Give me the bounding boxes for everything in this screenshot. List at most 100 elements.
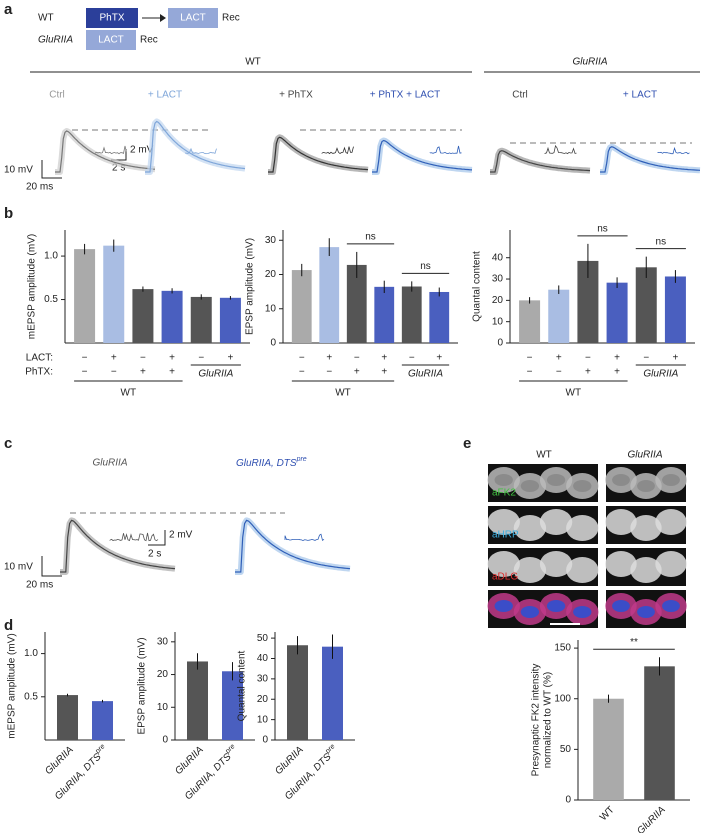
sign: − — [82, 367, 88, 378]
bouton — [487, 509, 520, 535]
sign: + — [614, 353, 620, 364]
trace — [268, 136, 369, 173]
sign: + — [140, 367, 146, 378]
bouton — [487, 551, 520, 577]
y-tick-label: 150 — [554, 643, 571, 654]
y-tick-label: 30 — [157, 636, 169, 647]
rec-label: Rec — [140, 35, 158, 46]
box-label: LACT — [180, 13, 206, 24]
bouton — [630, 557, 662, 583]
sign: − — [198, 353, 204, 364]
trace — [490, 150, 591, 173]
condition: + LACT — [148, 90, 182, 101]
stain-label: aHRP — [492, 530, 519, 541]
scale-label: 20 ms — [26, 580, 53, 591]
bouton-core — [546, 474, 566, 486]
bar — [287, 645, 308, 740]
y-tick-label: 20 — [157, 669, 169, 680]
sign: + — [436, 353, 442, 364]
genotype: GluRIIA — [38, 35, 73, 46]
bouton-core — [612, 474, 630, 486]
sign: − — [527, 353, 533, 364]
sign: + — [169, 353, 175, 364]
bar — [219, 297, 241, 343]
bouton-core — [637, 480, 655, 492]
scale-label: 10 mV — [4, 562, 33, 573]
sign: + — [354, 367, 360, 378]
column-label: WT — [536, 450, 552, 461]
y-tick-label: 20 — [257, 694, 269, 705]
x-tick-label: WT — [598, 804, 617, 823]
category: GluRIIA — [273, 744, 306, 777]
bar — [291, 270, 312, 343]
scale-label: 2 mV — [169, 530, 193, 541]
group-label: WT — [566, 388, 582, 399]
bar — [401, 286, 422, 343]
bouton-core — [637, 606, 655, 618]
bar — [346, 264, 367, 343]
trace-label: GluRIIA — [92, 458, 127, 469]
bouton — [655, 509, 687, 535]
category: GluRIIA — [43, 744, 76, 777]
trace-label-sup: pre — [296, 456, 307, 463]
trace-band — [233, 517, 352, 575]
sign: − — [643, 353, 649, 364]
bouton — [630, 515, 662, 541]
bar — [92, 701, 113, 740]
y-tick-label: 30 — [265, 235, 277, 246]
inset-trace — [109, 532, 159, 542]
y-tick-label: 30 — [492, 274, 504, 285]
y-tick-label: 50 — [257, 633, 269, 644]
inset-trace — [321, 146, 354, 155]
bar — [577, 260, 599, 343]
scale-bar — [41, 556, 62, 577]
y-axis-label: mEPSP amplitude (mV) — [27, 234, 38, 339]
sign: − — [585, 353, 591, 364]
condition: Ctrl — [512, 90, 528, 101]
scale-label: 20 ms — [26, 182, 53, 193]
trace-label: GluRIIA, DTSpre — [236, 456, 307, 469]
sign: + — [672, 353, 678, 364]
bar — [319, 247, 340, 343]
bar — [635, 267, 657, 343]
inset-trace — [657, 146, 690, 155]
bouton-core — [573, 606, 592, 618]
scale-bar — [148, 530, 166, 546]
bar — [74, 249, 96, 343]
y-tick-label: 0.5 — [44, 294, 58, 305]
box-label: PhTX — [99, 13, 124, 24]
genotype: WT — [38, 13, 54, 24]
stain-label: aDLG — [492, 572, 518, 583]
lact-box — [168, 8, 218, 28]
bar — [190, 296, 212, 343]
trace — [55, 130, 156, 173]
sign: + — [227, 353, 233, 364]
bouton — [513, 515, 547, 541]
bouton — [539, 551, 573, 577]
group-label: WT — [121, 388, 137, 399]
bar — [374, 286, 395, 343]
trace — [235, 519, 351, 573]
bar — [593, 698, 624, 800]
x-tick-label: GluRIIA — [173, 744, 206, 777]
category: WT — [598, 804, 617, 823]
box-label: LACT — [98, 35, 124, 46]
inset-trace — [184, 147, 217, 155]
y-tick-label: 0 — [565, 795, 571, 806]
arrow-head — [160, 14, 166, 22]
y-axis-label: EPSP amplitude (mV) — [137, 637, 148, 734]
y-tick-label: 30 — [257, 674, 269, 685]
sign: − — [299, 353, 305, 364]
bar — [664, 276, 686, 343]
bar — [322, 646, 343, 740]
trace — [600, 146, 701, 173]
inset-trace — [284, 533, 325, 542]
bar — [606, 282, 628, 343]
condition: Ctrl — [49, 90, 65, 101]
lact-box — [86, 30, 136, 50]
sign: + — [585, 367, 591, 378]
bouton-core — [573, 480, 592, 492]
bar — [519, 300, 541, 343]
bouton-core — [612, 600, 630, 612]
y-axis-label: EPSP amplitude (mV) — [245, 238, 256, 335]
